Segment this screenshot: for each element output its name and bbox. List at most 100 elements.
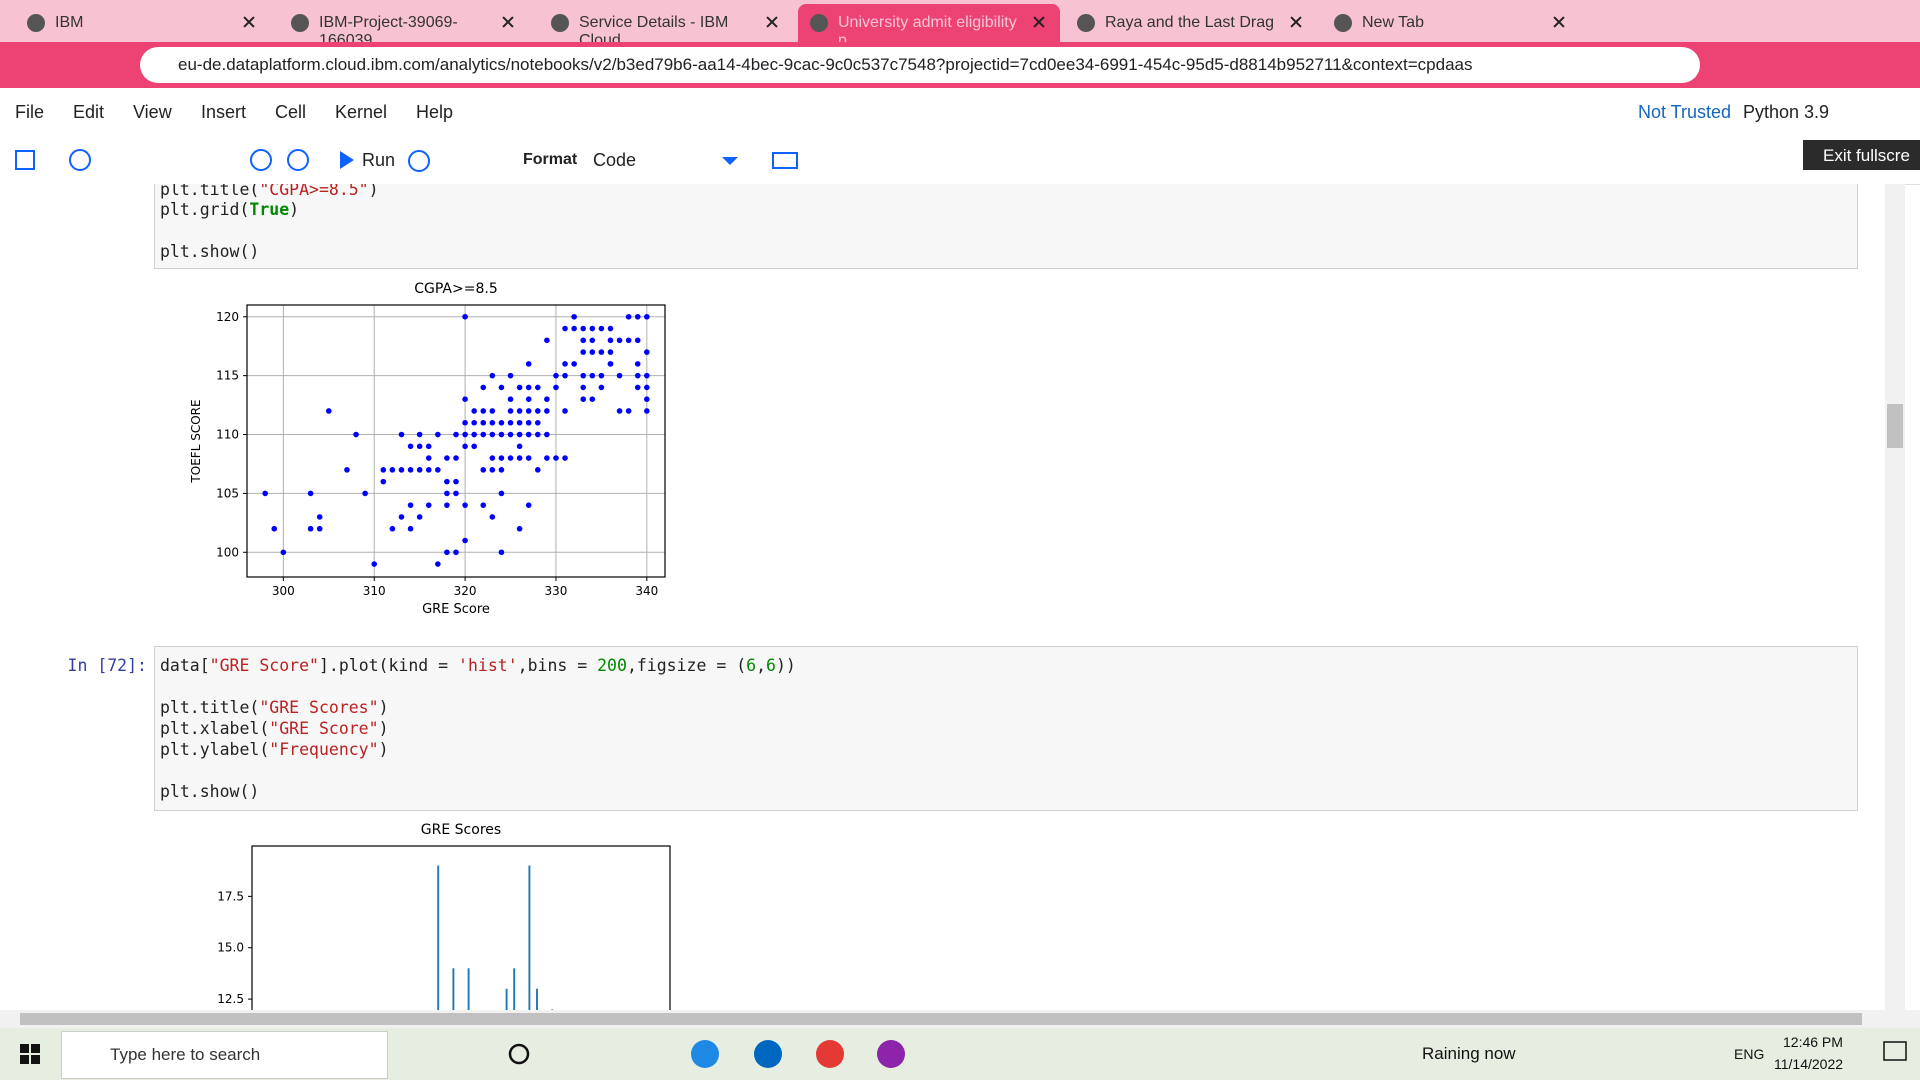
point: [589, 372, 596, 379]
code-line: plt.title("CGPA>=8.5"): [160, 184, 379, 199]
menu-item[interactable]: View: [133, 102, 172, 122]
point: [625, 313, 632, 320]
tab[interactable]: IBM-Project-39069-166039: [279, 4, 529, 49]
x-axis-label: GRE Score: [422, 602, 490, 617]
clock-time[interactable]: 12:46 PM: [1783, 1034, 1843, 1050]
language[interactable]: ENG: [1734, 1046, 1765, 1062]
search-box[interactable]: Type here to search: [61, 1031, 388, 1079]
point: [507, 455, 514, 461]
tab-icon: [1077, 14, 1095, 32]
point: [580, 325, 587, 332]
point: [425, 502, 432, 508]
point: [453, 490, 459, 497]
point: [507, 408, 514, 414]
point: [498, 467, 505, 473]
point: [462, 396, 468, 402]
point: [562, 372, 568, 379]
url-field[interactable]: eu-de.dataplatform.cloud.ibm.com/analyti…: [140, 47, 1700, 83]
tab[interactable]: Raya and the Last Drag: [1065, 4, 1317, 42]
bar: [513, 968, 516, 1010]
point: [534, 431, 541, 438]
point: [571, 313, 577, 320]
vertical-scrollbar[interactable]: [1885, 184, 1905, 1010]
point: [462, 537, 468, 544]
tooltip-text: Exit fullscre: [1823, 146, 1910, 165]
point: [625, 408, 632, 414]
weather[interactable]: Raining now: [1422, 1044, 1516, 1063]
point: [562, 325, 568, 332]
point: [553, 455, 559, 461]
point: [371, 561, 378, 567]
notebook: CGPA>=8.5 100 105 110 115 120 300 310 320 330 340 G…: [0, 184, 1885, 1010]
point: [598, 349, 605, 355]
cell-type-select[interactable]: Code: [593, 150, 637, 170]
point: [380, 467, 387, 473]
point: [453, 431, 459, 438]
y-tick-label: 110: [216, 428, 239, 442]
point: [471, 419, 477, 426]
point: [598, 372, 605, 379]
point: [544, 337, 550, 344]
point: [489, 514, 496, 520]
point: [453, 478, 459, 485]
point: [644, 396, 650, 402]
point: [462, 443, 468, 450]
point: [280, 549, 287, 556]
point: [544, 408, 550, 414]
toolbar: Run Format Code Exit fullscre: [0, 137, 1920, 185]
x-tick-label: 340: [635, 584, 658, 598]
point: [480, 467, 487, 473]
menu-bar: Not Trusted Python 3.9 File Edit View Inser…: [0, 88, 1920, 137]
x-tick-label: 310: [363, 584, 386, 598]
point: [534, 419, 541, 426]
kernel-name[interactable]: Python 3.9: [1743, 102, 1830, 122]
menu-item[interactable]: Cell: [275, 102, 307, 122]
menu-item[interactable]: File: [15, 102, 45, 122]
menu-item[interactable]: Kernel: [335, 102, 388, 122]
menu-item[interactable]: Insert: [201, 102, 247, 122]
bar: [551, 1009, 554, 1010]
scroll-thumb[interactable]: [1887, 404, 1903, 448]
tab[interactable]: Service Details - IBM Cloud: [539, 4, 793, 49]
scroll-thumb[interactable]: [20, 1013, 1862, 1025]
point: [644, 408, 650, 414]
point: [416, 514, 423, 520]
point: [580, 384, 587, 391]
point: [516, 455, 523, 461]
bar: [536, 988, 538, 1010]
code-cell[interactable]: [154, 184, 1858, 269]
menu-item[interactable]: Help: [416, 102, 454, 122]
tab-title: New Tab: [1362, 14, 1424, 31]
point: [516, 443, 523, 450]
tooltip: Exit fullscre: [1803, 140, 1920, 170]
tab[interactable]: New Tab: [1322, 4, 1580, 42]
code-line: plt.grid(True): [160, 200, 300, 219]
tab-icon: [551, 14, 569, 32]
trust-status[interactable]: Not Trusted: [1638, 102, 1732, 122]
point: [425, 455, 432, 461]
point: [589, 396, 596, 402]
tab[interactable]: University admit eligibility p: [798, 4, 1060, 49]
horizontal-scrollbar[interactable]: [0, 1010, 1920, 1028]
bar: [528, 865, 531, 1010]
clock-date[interactable]: 11/14/2022: [1774, 1056, 1844, 1072]
menu-item[interactable]: Edit: [73, 102, 105, 122]
point: [362, 490, 368, 497]
point: [571, 361, 577, 367]
point: [562, 361, 568, 367]
point: [516, 384, 523, 391]
point: [316, 525, 323, 532]
bar: [437, 865, 440, 1010]
tab[interactable]: IBM: [15, 4, 270, 42]
point: [525, 396, 532, 402]
point: [471, 408, 477, 414]
point: [453, 455, 459, 461]
point: [407, 443, 414, 450]
point: [589, 337, 596, 344]
point: [398, 514, 405, 520]
run-button[interactable]: Run: [362, 150, 396, 170]
point: [398, 431, 405, 438]
point: [407, 467, 414, 473]
code-cell[interactable]: [154, 646, 1858, 811]
